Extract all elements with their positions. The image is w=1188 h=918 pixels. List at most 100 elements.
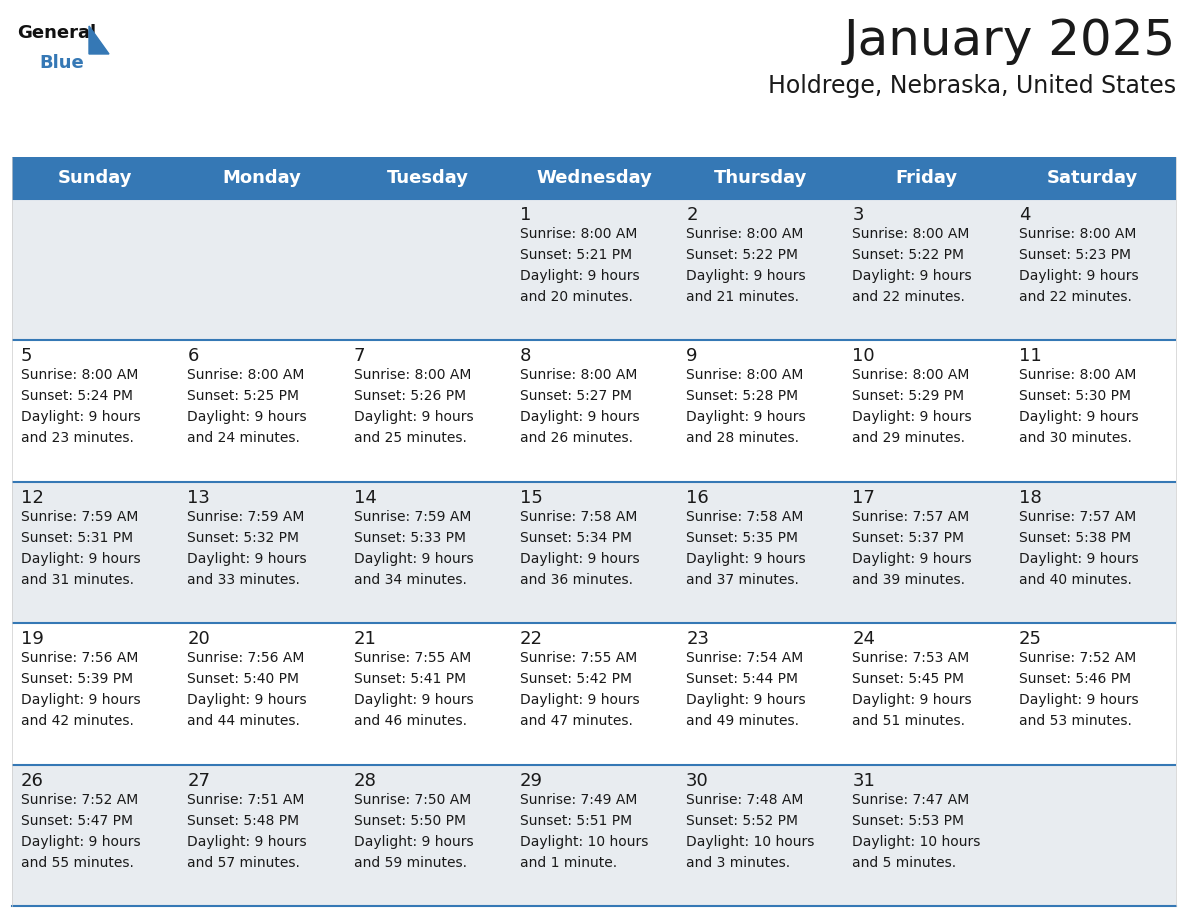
Text: Sunset: 5:42 PM: Sunset: 5:42 PM bbox=[520, 672, 632, 686]
Text: Daylight: 9 hours: Daylight: 9 hours bbox=[354, 834, 473, 848]
Text: Sunrise: 8:00 AM: Sunrise: 8:00 AM bbox=[520, 227, 637, 241]
Text: Sunrise: 7:58 AM: Sunrise: 7:58 AM bbox=[520, 509, 637, 524]
Text: and 46 minutes.: and 46 minutes. bbox=[354, 714, 467, 728]
Text: 14: 14 bbox=[354, 488, 377, 507]
Text: Sunrise: 7:59 AM: Sunrise: 7:59 AM bbox=[354, 509, 470, 524]
Text: and 55 minutes.: and 55 minutes. bbox=[21, 856, 134, 869]
Text: Sunset: 5:22 PM: Sunset: 5:22 PM bbox=[853, 248, 965, 262]
Text: Daylight: 9 hours: Daylight: 9 hours bbox=[188, 693, 307, 707]
Text: and 30 minutes.: and 30 minutes. bbox=[1019, 431, 1132, 445]
Bar bbox=[178, 623, 345, 765]
Text: 21: 21 bbox=[354, 630, 377, 648]
Text: Sunset: 5:23 PM: Sunset: 5:23 PM bbox=[1019, 248, 1131, 262]
Text: Daylight: 9 hours: Daylight: 9 hours bbox=[687, 552, 805, 565]
Text: Monday: Monday bbox=[222, 169, 301, 187]
Text: Sunrise: 8:00 AM: Sunrise: 8:00 AM bbox=[687, 368, 803, 383]
Text: Daylight: 9 hours: Daylight: 9 hours bbox=[188, 834, 307, 848]
Text: 19: 19 bbox=[21, 630, 44, 648]
Text: Sunrise: 7:48 AM: Sunrise: 7:48 AM bbox=[687, 792, 803, 807]
Text: 4: 4 bbox=[1019, 206, 1030, 224]
Bar bbox=[843, 157, 1010, 199]
Text: Sunrise: 8:00 AM: Sunrise: 8:00 AM bbox=[1019, 368, 1136, 383]
Text: Sunrise: 7:54 AM: Sunrise: 7:54 AM bbox=[687, 651, 803, 666]
Text: General: General bbox=[17, 24, 96, 42]
Bar bbox=[511, 765, 677, 906]
Bar bbox=[12, 765, 178, 906]
Text: 16: 16 bbox=[687, 488, 709, 507]
Text: and 33 minutes.: and 33 minutes. bbox=[188, 573, 301, 587]
Text: Sunrise: 7:59 AM: Sunrise: 7:59 AM bbox=[21, 509, 138, 524]
Bar bbox=[178, 199, 345, 341]
Bar bbox=[345, 765, 511, 906]
Text: Daylight: 10 hours: Daylight: 10 hours bbox=[520, 834, 649, 848]
Text: Sunrise: 7:55 AM: Sunrise: 7:55 AM bbox=[520, 651, 637, 666]
Text: and 40 minutes.: and 40 minutes. bbox=[1019, 573, 1132, 587]
Text: Daylight: 9 hours: Daylight: 9 hours bbox=[21, 410, 140, 424]
Text: 24: 24 bbox=[853, 630, 876, 648]
Text: and 49 minutes.: and 49 minutes. bbox=[687, 714, 800, 728]
Text: and 53 minutes.: and 53 minutes. bbox=[1019, 714, 1132, 728]
Text: Sunset: 5:27 PM: Sunset: 5:27 PM bbox=[520, 389, 632, 403]
Text: Sunrise: 8:00 AM: Sunrise: 8:00 AM bbox=[1019, 227, 1136, 241]
Text: and 29 minutes.: and 29 minutes. bbox=[853, 431, 966, 445]
Text: Daylight: 9 hours: Daylight: 9 hours bbox=[1019, 269, 1138, 283]
Text: 1: 1 bbox=[520, 206, 531, 224]
Text: Daylight: 9 hours: Daylight: 9 hours bbox=[853, 410, 972, 424]
Text: and 22 minutes.: and 22 minutes. bbox=[853, 290, 966, 304]
Text: Sunrise: 7:58 AM: Sunrise: 7:58 AM bbox=[687, 509, 803, 524]
Text: Sunrise: 8:00 AM: Sunrise: 8:00 AM bbox=[21, 368, 138, 383]
Text: Daylight: 9 hours: Daylight: 9 hours bbox=[1019, 693, 1138, 707]
Text: Sunset: 5:26 PM: Sunset: 5:26 PM bbox=[354, 389, 466, 403]
Text: Sunrise: 7:47 AM: Sunrise: 7:47 AM bbox=[853, 792, 969, 807]
Bar bbox=[12, 623, 178, 765]
Text: and 36 minutes.: and 36 minutes. bbox=[520, 573, 633, 587]
Text: Sunrise: 8:00 AM: Sunrise: 8:00 AM bbox=[520, 368, 637, 383]
Text: Sunset: 5:39 PM: Sunset: 5:39 PM bbox=[21, 672, 133, 686]
Text: and 1 minute.: and 1 minute. bbox=[520, 856, 617, 869]
Text: Sunrise: 7:59 AM: Sunrise: 7:59 AM bbox=[188, 509, 304, 524]
Text: Sunset: 5:50 PM: Sunset: 5:50 PM bbox=[354, 813, 466, 828]
Text: and 44 minutes.: and 44 minutes. bbox=[188, 714, 301, 728]
Text: and 21 minutes.: and 21 minutes. bbox=[687, 290, 800, 304]
Text: Daylight: 9 hours: Daylight: 9 hours bbox=[354, 552, 473, 565]
Text: 5: 5 bbox=[21, 347, 32, 365]
Text: Sunset: 5:47 PM: Sunset: 5:47 PM bbox=[21, 813, 133, 828]
Bar bbox=[345, 341, 511, 482]
Text: Sunset: 5:34 PM: Sunset: 5:34 PM bbox=[520, 531, 632, 544]
Text: Sunrise: 7:57 AM: Sunrise: 7:57 AM bbox=[1019, 509, 1136, 524]
Bar bbox=[511, 341, 677, 482]
Text: Sunset: 5:44 PM: Sunset: 5:44 PM bbox=[687, 672, 798, 686]
Bar bbox=[1010, 157, 1176, 199]
Text: 9: 9 bbox=[687, 347, 697, 365]
Text: Sunset: 5:21 PM: Sunset: 5:21 PM bbox=[520, 248, 632, 262]
Text: Sunset: 5:33 PM: Sunset: 5:33 PM bbox=[354, 531, 466, 544]
Bar bbox=[511, 157, 677, 199]
Text: Daylight: 10 hours: Daylight: 10 hours bbox=[853, 834, 981, 848]
Text: Sunrise: 7:56 AM: Sunrise: 7:56 AM bbox=[21, 651, 138, 666]
Text: Daylight: 9 hours: Daylight: 9 hours bbox=[687, 693, 805, 707]
Text: Sunrise: 8:00 AM: Sunrise: 8:00 AM bbox=[354, 368, 470, 383]
Text: 8: 8 bbox=[520, 347, 531, 365]
Text: Sunrise: 7:49 AM: Sunrise: 7:49 AM bbox=[520, 792, 637, 807]
Bar bbox=[178, 157, 345, 199]
Text: and 22 minutes.: and 22 minutes. bbox=[1019, 290, 1132, 304]
Text: Sunset: 5:28 PM: Sunset: 5:28 PM bbox=[687, 389, 798, 403]
Text: 23: 23 bbox=[687, 630, 709, 648]
Text: Daylight: 9 hours: Daylight: 9 hours bbox=[188, 410, 307, 424]
Text: Sunrise: 7:50 AM: Sunrise: 7:50 AM bbox=[354, 792, 470, 807]
Text: Sunrise: 7:51 AM: Sunrise: 7:51 AM bbox=[188, 792, 304, 807]
Text: Tuesday: Tuesday bbox=[387, 169, 469, 187]
Text: Sunset: 5:25 PM: Sunset: 5:25 PM bbox=[188, 389, 299, 403]
Text: Daylight: 9 hours: Daylight: 9 hours bbox=[21, 552, 140, 565]
Text: 13: 13 bbox=[188, 488, 210, 507]
Text: Sunset: 5:29 PM: Sunset: 5:29 PM bbox=[853, 389, 965, 403]
Text: Daylight: 9 hours: Daylight: 9 hours bbox=[853, 693, 972, 707]
Bar bbox=[843, 482, 1010, 623]
Bar bbox=[1010, 623, 1176, 765]
Text: Daylight: 9 hours: Daylight: 9 hours bbox=[687, 410, 805, 424]
Text: Sunrise: 7:53 AM: Sunrise: 7:53 AM bbox=[853, 651, 969, 666]
Text: 20: 20 bbox=[188, 630, 210, 648]
Bar bbox=[12, 157, 178, 199]
Bar bbox=[843, 341, 1010, 482]
Text: Holdrege, Nebraska, United States: Holdrege, Nebraska, United States bbox=[767, 74, 1176, 98]
